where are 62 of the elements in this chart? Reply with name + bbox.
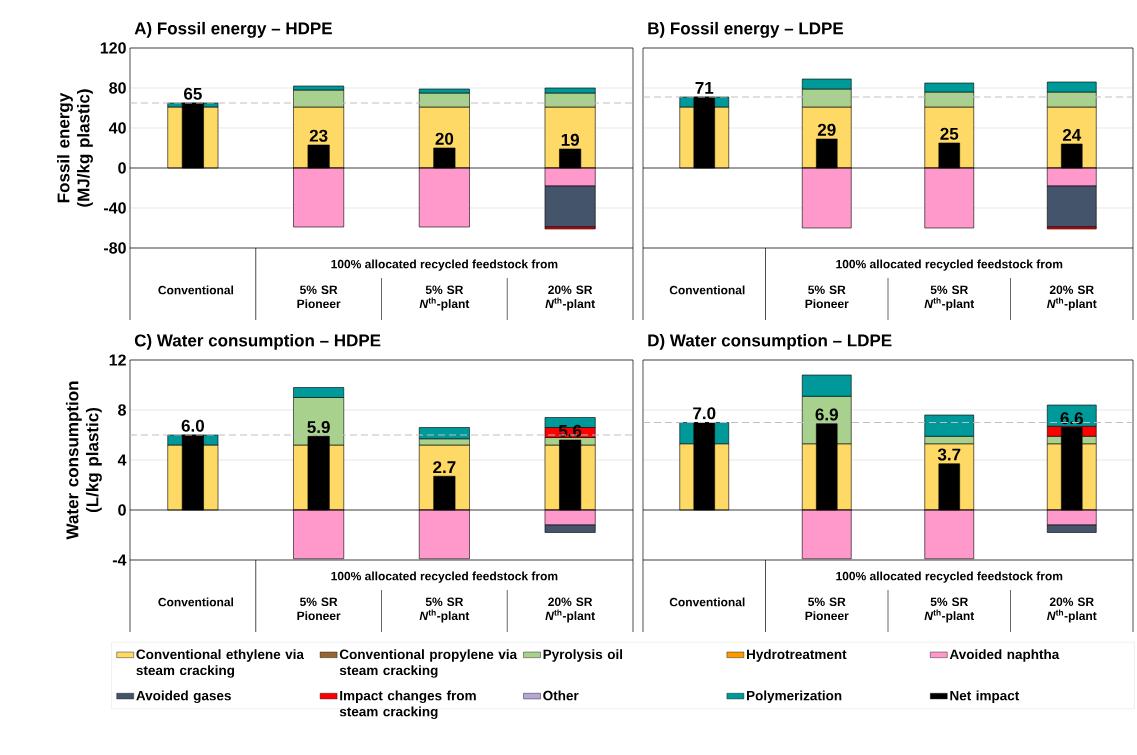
chart-title: D) Water consumption – LDPE: [648, 333, 892, 350]
y-tick-label: -40: [103, 202, 126, 214]
legend-label: Avoided gases: [136, 690, 231, 704]
x-tick-label: 20% SR N$^{th}$-plant: [1046, 597, 1097, 623]
y-axis-title: Fossil energy (MJ/kg plastic): [57, 89, 93, 207]
x-tick-label: 20% SR N$^{th}$-plant: [545, 597, 595, 623]
legend-label: Conventional ethylene via steam cracking: [136, 649, 305, 678]
data-label: 2.7: [433, 461, 456, 474]
data-label: 5.9: [307, 421, 330, 434]
x-tick-label: Conventional: [158, 285, 234, 295]
data-label: 6.9: [815, 408, 838, 421]
data-label: 6.0: [181, 419, 204, 432]
legend-label: Hydrotreatment: [747, 649, 847, 662]
x-tick-label: 5% SR N$^{th}$-plant: [419, 597, 470, 623]
x-tick-label: 5% SR Pioneer: [297, 597, 341, 621]
legend-label: Conventional propylene via steam cracking: [339, 649, 518, 678]
legend-label: Net impact: [950, 690, 1020, 704]
text: 100% allocated recycled feedstock from: [836, 259, 1063, 271]
chart-title: A) Fossil energy – HDPE: [134, 21, 332, 38]
data-label: 7.0: [693, 407, 716, 420]
y-tick-label: 80: [109, 82, 126, 94]
data-label: 24: [1062, 128, 1082, 141]
legend-label: Avoided naphtha: [949, 649, 1060, 662]
chart-title: C) Water consumption – HDPE: [134, 333, 381, 350]
legend-label: Impact changes from steam cracking: [339, 690, 476, 720]
x-tick-label: 5% SR Pioneer: [805, 285, 849, 309]
y-tick-label: 4: [117, 454, 127, 466]
x-tick-label: Conventional: [669, 597, 745, 607]
y-tick-label: 12: [109, 354, 126, 366]
text: 100% allocated recycled feedstock from: [331, 571, 558, 583]
data-label: 19: [561, 133, 579, 146]
text: 100% allocated recycled feedstock from: [331, 259, 558, 271]
text: 100% allocated recycled feedstock from: [836, 571, 1063, 583]
x-tick-label: 20% SR N$^{th}$-plant: [545, 285, 595, 311]
data-label: 29: [817, 123, 836, 136]
y-tick-label: 0: [118, 162, 126, 174]
x-tick-label: 5% SR N$^{th}$-plant: [924, 597, 975, 623]
data-label: 25: [940, 127, 959, 140]
data-label: 23: [309, 129, 328, 142]
data-label: 20: [435, 132, 454, 145]
y-tick-label: 0: [118, 504, 126, 516]
x-tick-label: 5% SR Pioneer: [297, 285, 341, 309]
y-tick-label: 8: [118, 404, 126, 416]
legend-label: Pyrolysis oil: [543, 649, 623, 662]
x-tick-label: 5% SR N$^{th}$-plant: [924, 285, 975, 311]
legend-label: Polymerization: [747, 690, 842, 704]
x-tick-label: 20% SR N$^{th}$-plant: [1047, 285, 1097, 311]
y-tick-label: -80: [103, 242, 126, 254]
data-label: 5.6: [558, 424, 582, 437]
y-axis-title: Water consumption (L/kg plastic): [65, 381, 102, 540]
x-tick-label: 5% SR N$^{th}$-plant: [419, 285, 470, 311]
x-tick-label: Conventional: [669, 285, 745, 295]
x-tick-label: Conventional: [158, 597, 234, 607]
y-tick-label: -4: [112, 554, 127, 566]
data-label: 71: [695, 82, 714, 94]
y-tick-label: 120: [100, 42, 126, 54]
x-tick-label: 5% SR Pioneer: [805, 597, 849, 621]
y-tick-label: 40: [108, 122, 126, 134]
data-label: 3.7: [937, 448, 961, 461]
data-label: 65: [184, 87, 202, 100]
legend-label: Other: [543, 690, 579, 701]
chart-title: B) Fossil energy – LDPE: [648, 21, 844, 38]
